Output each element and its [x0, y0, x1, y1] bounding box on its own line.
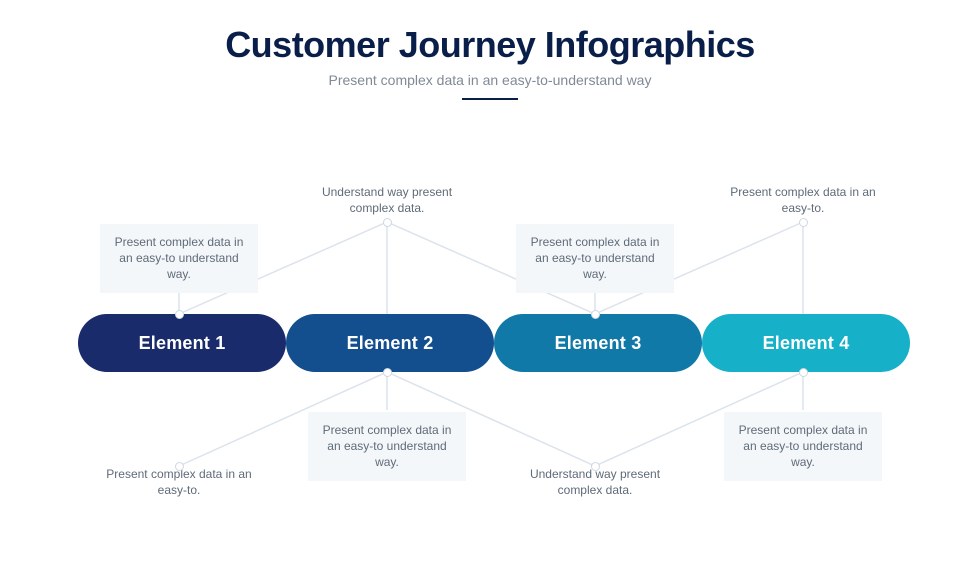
connector-dot: [175, 462, 184, 471]
pill-element-4: Element 4: [702, 314, 910, 372]
page-title: Customer Journey Infographics: [0, 24, 980, 66]
pill-element-3: Element 3: [494, 314, 702, 372]
connector-dot: [799, 368, 808, 377]
callout-c1_top: Present complex data in an easy-to under…: [100, 224, 258, 293]
connector-dot: [175, 310, 184, 319]
callout-c1_bottom: Present complex data in an easy-to.: [100, 466, 258, 498]
callout-c4_bottom: Present complex data in an easy-to under…: [724, 412, 882, 481]
callout-c3_top: Present complex data in an easy-to under…: [516, 224, 674, 293]
connector-dot: [591, 462, 600, 471]
pill-element-2: Element 2: [286, 314, 494, 372]
callout-c2_top: Understand way present complex data.: [308, 184, 466, 216]
connector-dot: [383, 218, 392, 227]
connector-dot: [799, 218, 808, 227]
callout-c2_bottom: Present complex data in an easy-to under…: [308, 412, 466, 481]
callout-c4_top: Present complex data in an easy-to.: [724, 184, 882, 216]
callout-c3_bottom: Understand way present complex data.: [516, 466, 674, 498]
title-underline: [462, 98, 518, 100]
pill-element-1: Element 1: [78, 314, 286, 372]
connector-dot: [591, 310, 600, 319]
page-subtitle: Present complex data in an easy-to-under…: [0, 72, 980, 88]
connector-dot: [383, 368, 392, 377]
